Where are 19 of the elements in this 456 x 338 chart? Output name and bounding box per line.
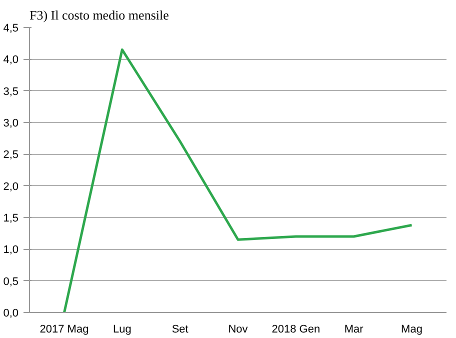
y-tick-label: 3,0: [3, 118, 19, 130]
x-tick-label: Mag: [401, 324, 422, 336]
y-tick-label: 4,5: [3, 22, 19, 34]
y-tick-label: 1,0: [3, 244, 19, 256]
y-tick-label: 0,0: [3, 308, 19, 320]
chart-title: F3) Il costo medio mensile: [30, 8, 170, 22]
y-tick-label: 1,5: [3, 212, 19, 224]
y-tick-label: 2,0: [3, 180, 19, 193]
y-tick-label: 3,5: [3, 86, 19, 98]
x-tick-label: Set: [172, 324, 188, 336]
y-tick-label: 4,0: [3, 54, 19, 66]
y-tick-label: 2,5: [3, 149, 19, 162]
x-tick-label: Nov: [228, 324, 248, 336]
x-tick-label: 2018 Gen: [272, 324, 320, 336]
y-tick-label: 0,5: [3, 276, 19, 288]
x-tick-label: 2017 Mag: [40, 324, 89, 336]
x-tick-label: Mar: [344, 324, 364, 336]
line-series: [63, 48, 413, 312]
x-tick-label: Lug: [112, 324, 132, 336]
